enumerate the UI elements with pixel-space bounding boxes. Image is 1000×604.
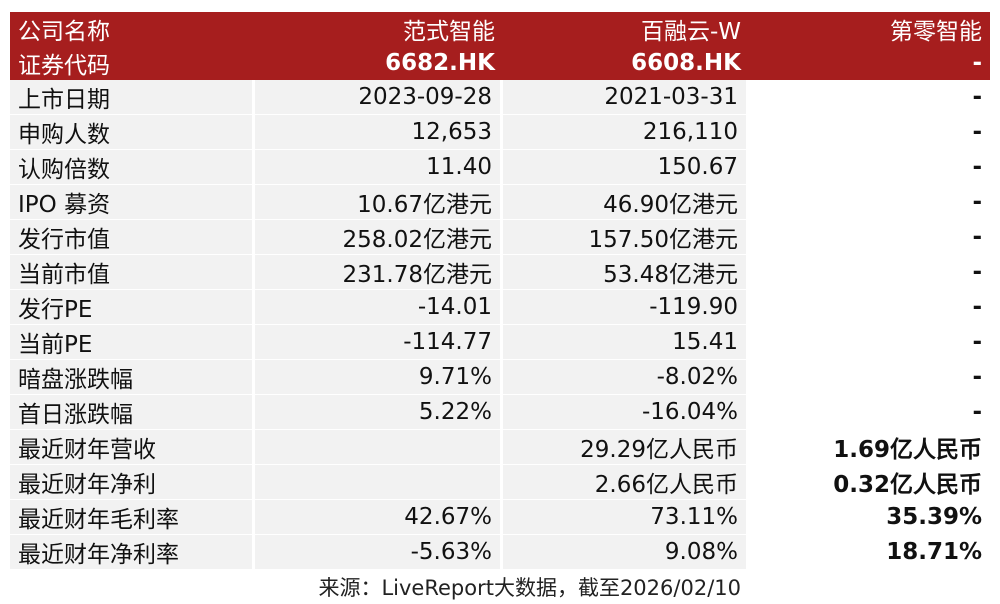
row-value-company-2: -16.04% [503,395,749,430]
row-value-company-3: - [749,115,990,150]
table-row: 首日涨跌幅 5.22% -16.04% - [10,395,990,430]
header-label-company: 公司名称 [10,12,255,46]
source-note: 来源：LiveReport大数据，截至2026/02/10 [10,570,749,604]
company-name-1: 范式智能 [255,12,503,46]
row-value-company-2: 9.08% [503,535,749,570]
row-value-company-2: 29.29亿人民币 [503,430,749,465]
ipo-comparison-table: 公司名称 范式智能 百融云-W 第零智能 证券代码 6682.HK 6608.H… [10,12,990,604]
row-label: 申购人数 [10,115,255,150]
table-row: 暗盘涨跌幅 9.71% -8.02% - [10,360,990,395]
source-row: 来源：LiveReport大数据，截至2026/02/10 [10,570,990,604]
row-value-company-2: 15.41 [503,325,749,360]
row-value-company-3: - [749,325,990,360]
row-label: 当前PE [10,325,255,360]
table-row: 认购倍数 11.40 150.67- [10,150,990,185]
row-value-company-1: 42.67% [255,500,503,535]
row-value-company-2: 150.67 [503,150,749,185]
row-value-company-1: 9.71% [255,360,503,395]
company-name-3: 第零智能 [749,12,990,46]
table-row: 当前市值 231.78亿港元 53.48亿港元 - [10,255,990,290]
row-value-company-2: -119.90 [503,290,749,325]
row-label: 最近财年毛利率 [10,500,255,535]
row-value-company-2: 46.90亿港元 [503,185,749,220]
row-value-company-2: 157.50亿港元 [503,220,749,255]
row-value-company-3: - [749,360,990,395]
row-value-company-1: 5.22% [255,395,503,430]
row-value-company-2: 53.48亿港元 [503,255,749,290]
row-value-company-1: 2023-09-28 [255,80,503,115]
table-row: IPO 募资 10.67亿港元 46.90亿港元 - [10,185,990,220]
row-value-company-3: 35.39% [749,500,990,535]
table-row: 最近财年毛利率 42.67% 73.11% 35.39% [10,500,990,535]
table-row: 当前PE -114.77 15.41- [10,325,990,360]
row-value-company-3: - [749,395,990,430]
table-body: 上市日期 2023-09-28 2021-03-31- 申购人数 12,653 216,1… [10,80,990,570]
row-value-company-1 [255,465,503,500]
company-code-1: 6682.HK [255,46,503,80]
row-value-company-3: - [749,185,990,220]
row-value-company-3: - [749,150,990,185]
row-label: 最近财年净利率 [10,535,255,570]
row-value-company-1: 231.78亿港元 [255,255,503,290]
row-value-company-1 [255,430,503,465]
row-value-company-1: -114.77 [255,325,503,360]
row-value-company-3: 18.71% [749,535,990,570]
table-row: 最近财年营收 29.29亿人民币 1.69亿人民币 [10,430,990,465]
row-label: IPO 募资 [10,185,255,220]
table-row: 申购人数 12,653 216,110- [10,115,990,150]
row-value-company-3: - [749,255,990,290]
row-value-company-3: - [749,220,990,255]
header-row-company: 公司名称 范式智能 百融云-W 第零智能 [10,12,990,46]
row-value-company-1: -5.63% [255,535,503,570]
table-header: 公司名称 范式智能 百融云-W 第零智能 证券代码 6682.HK 6608.H… [10,12,990,80]
row-label: 上市日期 [10,80,255,115]
row-value-company-2: 216,110 [503,115,749,150]
company-code-3: - [749,46,990,80]
table-row: 发行PE -14.01 -119.90- [10,290,990,325]
table-row: 最近财年净利率 -5.63% 9.08% 18.71% [10,535,990,570]
row-value-company-2: 73.11% [503,500,749,535]
row-value-company-2: 2.66亿人民币 [503,465,749,500]
row-label: 首日涨跌幅 [10,395,255,430]
company-code-2: 6608.HK [503,46,749,80]
row-label: 发行PE [10,290,255,325]
row-value-company-3: 1.69亿人民币 [749,430,990,465]
row-value-company-3: - [749,290,990,325]
header-row-code: 证券代码 6682.HK 6608.HK - [10,46,990,80]
row-value-company-1: 10.67亿港元 [255,185,503,220]
table-row: 上市日期 2023-09-28 2021-03-31- [10,80,990,115]
row-label: 最近财年营收 [10,430,255,465]
row-label: 暗盘涨跌幅 [10,360,255,395]
row-value-company-3: 0.32亿人民币 [749,465,990,500]
row-value-company-2: -8.02% [503,360,749,395]
table-row: 发行市值 258.02亿港元 157.50亿港元 - [10,220,990,255]
table-row: 最近财年净利 2.66亿人民币 0.32亿人民币 [10,465,990,500]
source-spacer [749,570,990,604]
row-value-company-1: 258.02亿港元 [255,220,503,255]
row-value-company-1: 11.40 [255,150,503,185]
row-value-company-2: 2021-03-31 [503,80,749,115]
row-label: 最近财年净利 [10,465,255,500]
row-label: 发行市值 [10,220,255,255]
row-value-company-1: -14.01 [255,290,503,325]
row-value-company-1: 12,653 [255,115,503,150]
row-label: 认购倍数 [10,150,255,185]
company-name-2: 百融云-W [503,12,749,46]
row-label: 当前市值 [10,255,255,290]
header-label-code: 证券代码 [10,46,255,80]
row-value-company-3: - [749,80,990,115]
